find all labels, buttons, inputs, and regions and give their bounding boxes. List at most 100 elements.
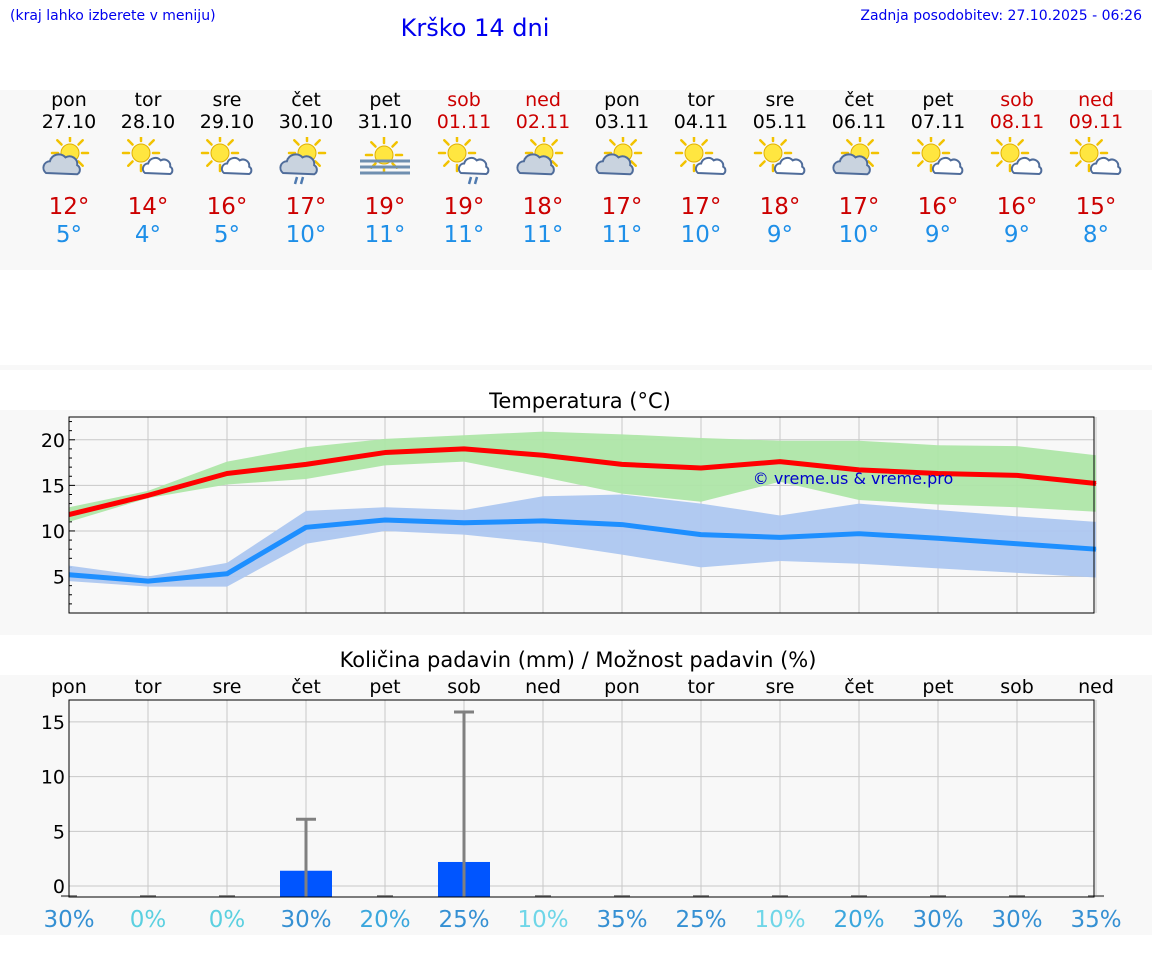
max-temp-point: [858, 469, 860, 471]
min-temp-point: [384, 519, 386, 521]
x-day-label: sob: [447, 676, 481, 698]
precip-probability: 20%: [359, 907, 410, 933]
chart-title: Količina padavin (mm) / Možnost padavin …: [340, 648, 817, 672]
precip-probability: 25%: [438, 907, 489, 933]
temperature-chart: Temperatura (°C) 5 10 15 20 © vreme.us & vrem…: [41, 389, 1097, 614]
sun-fog-icon: [360, 137, 410, 175]
min-temp-point: [542, 520, 544, 522]
max-temp: 18°: [759, 194, 801, 220]
max-temp: 15°: [1075, 194, 1117, 220]
partly-cloudy-icon: [595, 137, 643, 176]
max-temp-range-band: [69, 431, 1096, 522]
day-name: ned: [1078, 89, 1114, 111]
min-temp-point: [700, 534, 702, 536]
plot-frame: [68, 416, 1095, 614]
min-temp: 5°: [55, 222, 83, 248]
x-day-label: sob: [1000, 676, 1034, 698]
min-temp-point: [937, 537, 939, 539]
y-tick-label: 10: [41, 521, 65, 543]
day-date: 31.10: [357, 111, 413, 133]
max-temp-point: [226, 473, 228, 475]
x-day-label: ned: [1078, 676, 1114, 698]
y-tick-label: 15: [41, 475, 65, 497]
precip-probability: 35%: [596, 907, 647, 933]
max-temp: 17°: [285, 194, 327, 220]
day-name: čet: [291, 89, 321, 111]
plot-area: [69, 700, 1094, 897]
precip-probability: 10%: [754, 907, 805, 933]
day-name: čet: [844, 89, 874, 111]
day-date: 04.11: [673, 111, 729, 133]
max-temp-point: [384, 452, 386, 454]
max-temp: 18°: [522, 194, 564, 220]
forecast-day: sre 05.11 18° 9°: [740, 89, 820, 249]
day-name: pon: [51, 89, 87, 111]
max-temp-point: [1095, 483, 1097, 485]
max-temp: 16°: [917, 194, 959, 220]
day-date: 28.10: [120, 111, 176, 133]
min-temp-point: [779, 536, 781, 538]
sun-cloud-icon: [753, 137, 806, 176]
sun-cloud-rain-icon: [437, 137, 490, 185]
min-temp: 9°: [1003, 222, 1031, 248]
y-tick-label: 5: [53, 567, 65, 589]
day-date: 06.11: [831, 111, 887, 133]
max-temp: 17°: [601, 194, 643, 220]
forecast-day: ned 09.11 15° 8°: [1056, 89, 1136, 249]
day-date: 08.11: [989, 111, 1045, 133]
min-temp-point: [305, 526, 307, 528]
x-day-label: čet: [844, 676, 874, 698]
partly-cloudy-icon: [42, 137, 90, 176]
partly-cloudy-icon: [832, 137, 880, 176]
forecast-day: ned 02.11 18° 11°: [503, 89, 583, 249]
forecast-day: pon 03.11 17° 11°: [582, 89, 662, 249]
max-temp: 14°: [127, 194, 169, 220]
day-name: pet: [922, 89, 954, 111]
max-temp-point: [700, 467, 702, 469]
max-temp: 16°: [996, 194, 1038, 220]
y-tick-label: 15: [41, 712, 65, 734]
day-name: tor: [687, 89, 715, 111]
min-temp: 9°: [766, 222, 794, 248]
forecast-day: tor 28.10 14° 4°: [108, 89, 188, 249]
forecast-day: pet 31.10 19° 11°: [345, 89, 425, 249]
day-name: pet: [369, 89, 401, 111]
max-temp: 12°: [48, 194, 90, 220]
max-temp: 19°: [443, 194, 485, 220]
y-tick-label: 0: [53, 876, 65, 898]
y-tick-label: 10: [41, 767, 65, 789]
day-name: sre: [212, 89, 242, 111]
forecast-day: sob 08.11 16° 9°: [977, 89, 1057, 249]
min-temp: 11°: [601, 222, 643, 248]
sun-cloud-icon: [990, 137, 1043, 176]
min-temp-point: [226, 573, 228, 575]
precip-probability: 30%: [912, 907, 963, 933]
sun-cloud-icon: [911, 137, 964, 176]
min-temp: 10°: [680, 222, 722, 248]
precip-probability: 20%: [833, 907, 884, 933]
sun-cloud-icon: [1069, 137, 1122, 176]
precip-probability: 30%: [43, 907, 94, 933]
min-temp-point: [1095, 548, 1097, 550]
forecast-strip: [0, 90, 1152, 270]
min-temp-point: [621, 524, 623, 526]
watermark: © vreme.us & vreme.pro: [753, 469, 954, 488]
min-temp: 10°: [285, 222, 327, 248]
day-date: 07.11: [910, 111, 966, 133]
day-date: 27.10: [41, 111, 97, 133]
min-temp: 5°: [213, 222, 241, 248]
x-day-label: pet: [369, 676, 400, 698]
precipitation-chart: Količina padavin (mm) / Možnost padavin …: [41, 648, 1122, 933]
precip-probability: 0%: [209, 907, 246, 933]
x-day-label: čet: [291, 676, 321, 698]
x-day-label: ned: [525, 676, 561, 698]
day-date: 01.11: [436, 111, 492, 133]
day-date: 05.11: [752, 111, 808, 133]
x-day-label: pon: [604, 676, 640, 698]
location-menu-hint[interactable]: (kraj lahko izberete v meniju): [10, 8, 216, 24]
x-day-label: tor: [688, 676, 715, 698]
sun-cloud-icon: [200, 137, 253, 176]
min-temp-point: [147, 580, 149, 582]
forecast-day: čet 30.10 17° 10°: [266, 89, 346, 249]
min-temp: 11°: [522, 222, 564, 248]
